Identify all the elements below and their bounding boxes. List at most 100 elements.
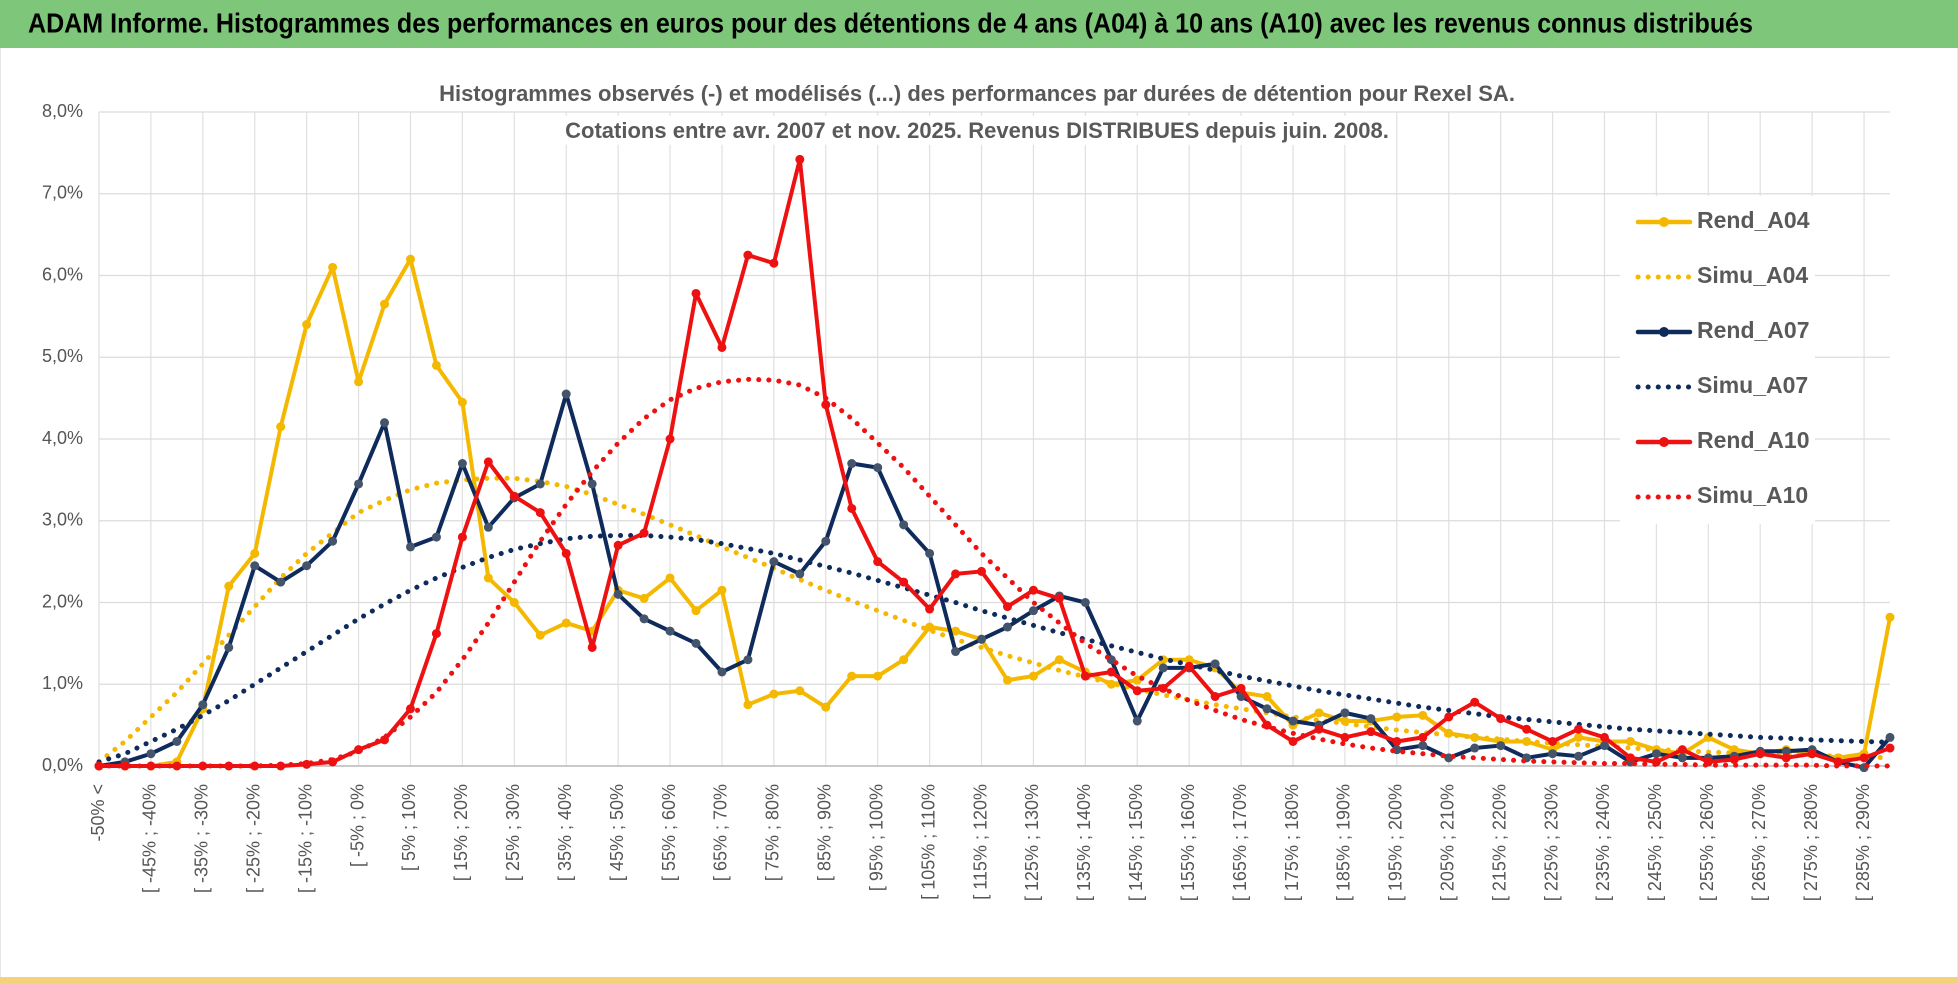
x-tick-label: [ 105% ; 110% [918,784,938,900]
x-tick-label: [ 25% ; 30% [503,784,523,881]
point [1625,736,1635,746]
x-tick-label: [ -35% ; -30% [192,784,212,893]
point [1262,692,1272,702]
point [1392,736,1402,746]
point [899,520,909,530]
point [847,503,857,513]
point [483,522,493,532]
point [405,542,415,552]
point [1574,751,1584,761]
point [1288,736,1298,746]
point [1028,606,1038,616]
point [276,422,286,432]
point [1470,697,1480,707]
point [873,671,883,681]
point [535,508,545,518]
x-tick-label: [ -45% ; -40% [140,784,160,893]
y-tick-label: 3,0% [42,510,83,530]
point [1522,724,1532,734]
observed-line [97,157,1892,768]
point [951,626,961,636]
point [1054,593,1064,603]
point [769,557,779,567]
point [1262,704,1272,714]
point [457,532,467,542]
point [1366,727,1376,737]
point [509,598,519,607]
point [639,593,649,603]
y-tick-label: 2,0% [42,591,83,611]
point [1132,686,1142,696]
point [1781,746,1791,756]
point [925,548,935,558]
point [1885,612,1895,622]
point [1677,745,1687,755]
title-bg [433,78,1521,108]
point [717,585,727,595]
point [120,761,130,771]
point [146,749,156,759]
point [821,536,831,546]
point [873,557,883,567]
x-tick-label: [ 275% ; 280% [1801,784,1821,901]
point [1496,741,1506,751]
x-tick-label: [ 235% ; 240% [1593,784,1613,901]
point [1080,598,1090,607]
point [639,614,649,624]
y-tick-label: 6,0% [42,264,83,284]
x-tick-label: [ 195% ; 200% [1386,784,1406,901]
point [613,540,623,550]
point [1781,753,1791,763]
point [172,736,182,746]
point [587,479,597,489]
point [561,548,571,558]
point [925,622,935,632]
point [1184,661,1194,671]
point [1002,602,1012,612]
legend-label: Rend_A07 [1697,317,1809,343]
point [483,573,493,583]
y-tick-label: 8,0% [42,101,83,121]
point [457,397,467,407]
point [795,686,805,696]
y-tick-label: 0,0% [42,755,83,775]
point [795,154,805,164]
point [639,528,649,538]
chart-title: Histogrammes observés (-) et modélisés (… [439,81,1515,106]
footer-bar [0,977,1958,983]
x-tick-label: [ 135% ; 140% [1074,784,1094,901]
point [1496,714,1506,724]
point [613,589,623,599]
point [1288,716,1298,726]
point [1548,749,1558,759]
point [302,561,312,571]
model-line [96,532,1893,765]
point [1599,741,1609,751]
point [951,647,961,657]
x-tick-label: [ 85% ; 90% [815,784,835,881]
point [250,761,260,771]
point [250,548,260,558]
point [1807,749,1817,759]
x-tick-label: [ 5% ; 10% [399,784,419,871]
x-tick-label: [ 65% ; 70% [711,784,731,881]
header-bar [0,0,1958,48]
point [691,288,701,298]
point [717,667,727,677]
point [1132,716,1142,726]
point [665,434,675,444]
point [1314,708,1324,718]
point [328,536,338,546]
x-tick-label: [ 35% ; 40% [555,784,575,881]
x-tick-label: [ 15% ; 20% [451,784,471,881]
point [431,629,441,639]
point [743,250,753,260]
point [535,630,545,640]
x-tick-label: [ 245% ; 250% [1645,784,1665,901]
point [405,254,415,264]
x-tick-label: [ 185% ; 190% [1334,784,1354,901]
point [457,459,467,469]
legend-marker [1659,217,1669,227]
point [1210,659,1220,669]
point [1392,712,1402,722]
